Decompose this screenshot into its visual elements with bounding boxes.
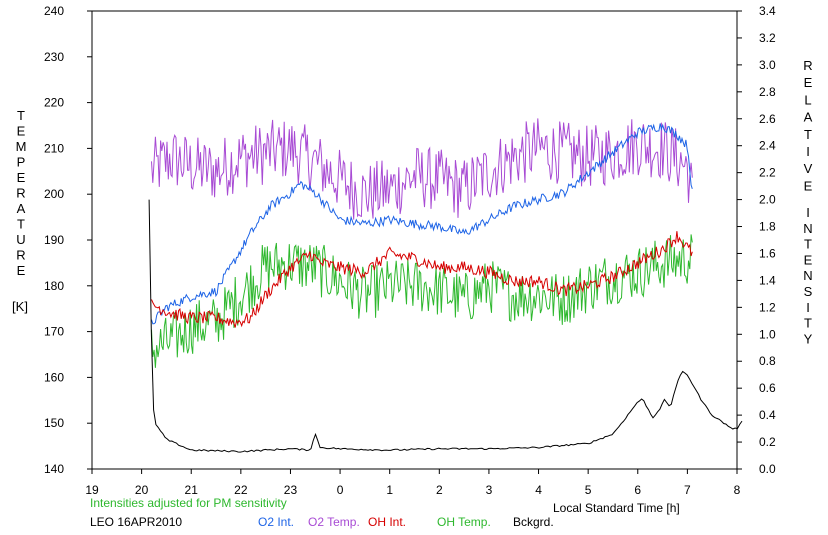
right-tick-label: 0.0 — [759, 462, 776, 476]
left-tick-label: 210 — [44, 141, 64, 155]
left-tick-label: 170 — [44, 325, 64, 339]
x-tick-label: 21 — [185, 483, 199, 497]
left-axis-unit: [K] — [12, 299, 28, 314]
series-line-o2-int — [151, 123, 693, 325]
right-tick-label: 3.2 — [759, 31, 776, 45]
left-label-letter: E — [17, 170, 26, 185]
right-tick-label: 1.4 — [759, 273, 776, 287]
legend: O2 Int. O2 Temp. OH Int. OH Temp. Bckgrd. — [258, 515, 554, 529]
right-tick-label: 2.6 — [759, 112, 776, 126]
right-tick-label: 2.2 — [759, 166, 776, 180]
legend-item: O2 Temp. — [308, 515, 360, 529]
right-label-letter: T — [804, 316, 812, 331]
x-tick-label: 0 — [337, 483, 344, 497]
left-label-letter: T — [17, 217, 25, 232]
right-tick-label: 2.4 — [759, 139, 776, 153]
x-tick-label: 2 — [436, 483, 443, 497]
left-tick-label: 200 — [44, 187, 64, 201]
right-label-letter: R — [803, 58, 812, 73]
x-tick-label: 23 — [284, 483, 298, 497]
left-tick-label: 190 — [44, 233, 64, 247]
right-tick-label: 0.6 — [759, 381, 776, 395]
right-tick-label: 0.8 — [759, 354, 776, 368]
x-tick-label: 3 — [486, 483, 493, 497]
left-tick-label: 240 — [44, 4, 64, 18]
right-tick-label: 1.6 — [759, 246, 776, 260]
left-label-letter: M — [16, 139, 27, 154]
right-label-letter: T — [804, 237, 812, 252]
x-tick-label: 5 — [585, 483, 592, 497]
right-tick-label: 1.0 — [759, 327, 776, 341]
station-date: LEO 16APR2010 — [90, 515, 182, 529]
series-line-oh-temp — [151, 234, 693, 368]
x-tick-label: 7 — [684, 483, 691, 497]
right-label-letter: E — [804, 75, 813, 90]
series-line-o2-temp — [151, 118, 693, 220]
left-tick-label: 150 — [44, 416, 64, 430]
x-tick-label: 20 — [135, 483, 149, 497]
right-label-letter: Y — [804, 331, 813, 346]
series-line-bckgrd — [148, 199, 743, 453]
left-label-letter: P — [17, 155, 26, 170]
right-tick-label: 2.8 — [759, 85, 776, 99]
legend-item: OH Temp. — [437, 515, 491, 529]
series-line-oh-int — [151, 231, 693, 328]
right-tick-label: 3.0 — [759, 58, 776, 72]
left-tick-label: 140 — [44, 462, 64, 476]
left-label-letter: A — [17, 201, 26, 216]
right-label-letter: I — [806, 205, 810, 220]
x-tick-label: 4 — [535, 483, 542, 497]
right-label-letter: V — [804, 161, 813, 176]
legend-item: Bckgrd. — [513, 515, 554, 529]
x-tick-label: 22 — [234, 483, 248, 497]
legend-item: OH Int. — [368, 515, 406, 529]
left-label-letter: U — [16, 232, 25, 247]
right-label-letter: A — [804, 110, 813, 125]
right-tick-label: 1.2 — [759, 300, 776, 314]
right-tick-label: 1.8 — [759, 220, 776, 234]
right-label-letter: E — [804, 252, 813, 267]
left-label-letter: R — [16, 186, 25, 201]
x-axis-label: Local Standard Time [h] — [553, 501, 680, 515]
right-label-letter: N — [803, 268, 812, 283]
left-label-letter: R — [16, 248, 25, 263]
x-tick-label: 6 — [634, 483, 641, 497]
right-tick-label: 2.0 — [759, 193, 776, 207]
left-tick-label: 220 — [44, 96, 64, 110]
right-label-letter: I — [806, 300, 810, 315]
left-axis-ticks: 140 150 160 170 180 190 200 210 220 230 240 — [44, 4, 92, 476]
right-label-letter: N — [803, 221, 812, 236]
right-tick-label: 0.4 — [759, 408, 776, 422]
right-axis-ticks: 0.0 0.2 0.4 0.6 0.8 1.0 1.2 1.4 1.6 1.8 2.0 2.2 2.4 2… — [737, 4, 776, 476]
left-tick-label: 160 — [44, 370, 64, 384]
right-label-letter: S — [804, 284, 813, 299]
x-tick-label: 1 — [386, 483, 393, 497]
right-tick-label: 0.2 — [759, 435, 776, 449]
left-label-letter: E — [17, 263, 26, 278]
plot-area — [148, 118, 743, 453]
x-tick-label: 19 — [85, 483, 99, 497]
legend-item: O2 Int. — [258, 515, 294, 529]
left-label-letter: E — [17, 124, 26, 139]
right-label-letter: E — [804, 178, 813, 193]
right-label-letter: L — [804, 92, 811, 107]
right-label-letter: T — [804, 127, 812, 142]
x-axis-ticks: 19 20 21 22 23 0 1 2 3 4 5 6 7 8 — [85, 469, 741, 497]
right-label-letter: I — [806, 144, 810, 159]
sensitivity-note: Intensities adjusted for PM sensitivity — [90, 496, 287, 510]
left-tick-label: 180 — [44, 279, 64, 293]
left-tick-label: 230 — [44, 50, 64, 64]
left-label-letter: T — [17, 108, 25, 123]
x-tick-label: 8 — [734, 483, 741, 497]
right-tick-label: 3.4 — [759, 4, 776, 18]
